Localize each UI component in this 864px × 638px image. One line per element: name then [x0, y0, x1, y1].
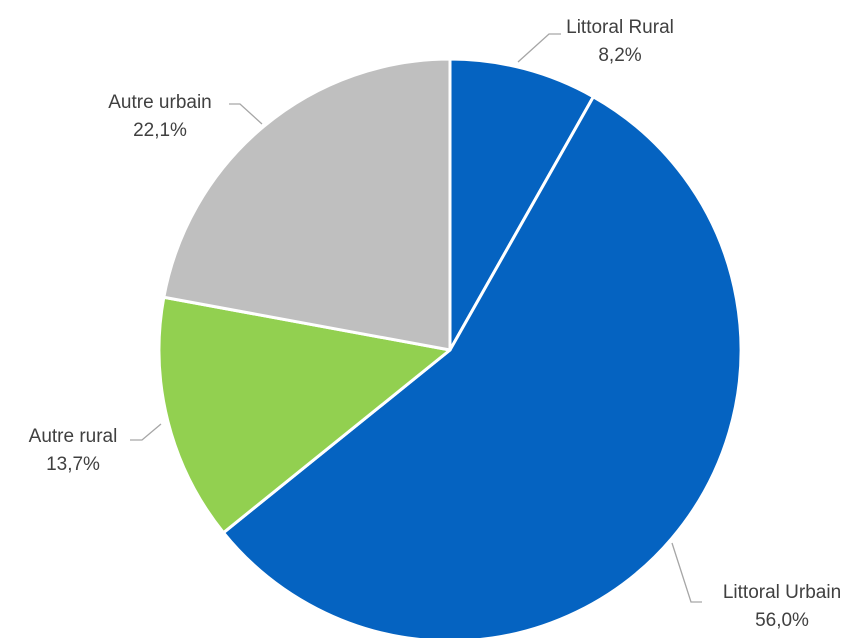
label-autre-urbain: Autre urbain 22,1%: [108, 92, 212, 141]
slice-value-autre-rural: 13,7%: [46, 454, 100, 475]
slice-value-littoral-rural: 8,2%: [598, 45, 641, 66]
pie-slice-littoral-urbain: [221, 95, 743, 638]
slice-value-autre-urbain: 22,1%: [133, 120, 187, 141]
slice-label-littoral-rural: Littoral Rural: [566, 17, 674, 38]
label-littoral-urbain: Littoral Urbain 56,0%: [723, 582, 841, 631]
pie-slices: [157, 57, 743, 638]
slice-value-littoral-urbain: 56,0%: [755, 610, 809, 631]
label-autre-rural: Autre rural 13,7%: [29, 426, 118, 475]
pie-slice-autre-rural: [157, 295, 452, 535]
leader-line-littoral-rural: [517, 33, 561, 63]
pie-slice-autre-urbain: [162, 57, 452, 352]
leader-line-autre-rural: [130, 423, 162, 441]
pie-slice-littoral-rural: [448, 57, 595, 352]
slice-label-autre-urbain: Autre urbain: [108, 92, 212, 113]
leader-line-littoral-urbain: [671, 542, 702, 603]
slice-label-autre-rural: Autre rural: [29, 426, 118, 447]
leader-line-autre-urbain: [229, 103, 263, 125]
leader-lines: [130, 33, 702, 603]
slice-label-littoral-urbain: Littoral Urbain: [723, 582, 841, 603]
label-littoral-rural: Littoral Rural 8,2%: [566, 17, 674, 66]
